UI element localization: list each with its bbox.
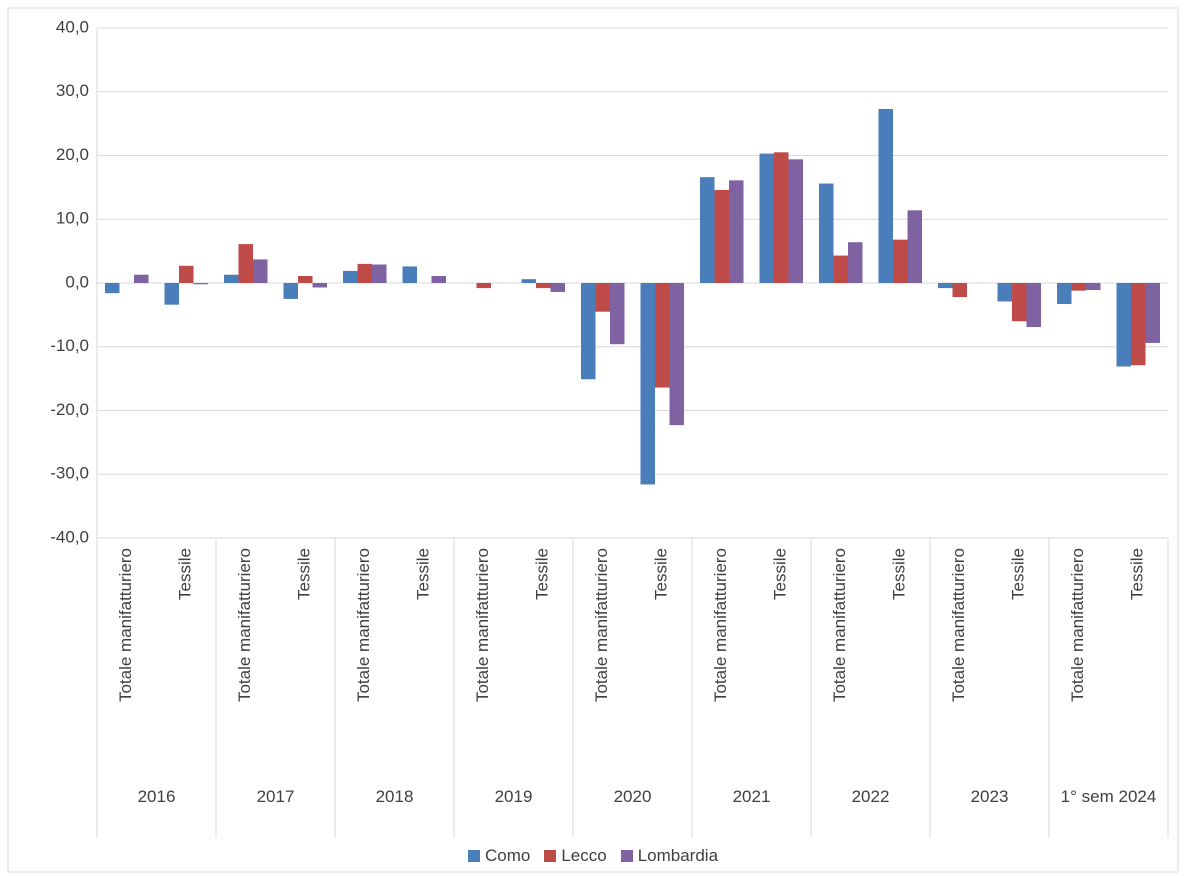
x-tick-label: Totale manifatturiero [473, 548, 492, 702]
legend-item: Lombardia [620, 846, 719, 866]
bar [878, 108, 893, 284]
x-tick-label: Tessile [890, 548, 909, 600]
x-tick-label: Totale manifatturiero [354, 548, 373, 702]
y-tick-label: -30,0 [50, 464, 89, 483]
group-label: 2019 [494, 787, 533, 806]
bar [402, 266, 417, 283]
bar [134, 274, 149, 283]
legend-swatch [544, 850, 557, 862]
bar [476, 283, 491, 289]
x-tick-label: Totale manifatturiero [116, 548, 135, 702]
bar [1012, 283, 1027, 322]
legend-item: Lecco [544, 846, 607, 866]
group-label: 2022 [851, 787, 890, 806]
legend-swatch [467, 850, 480, 862]
bar [848, 242, 863, 283]
bar [253, 259, 268, 283]
bar [283, 283, 298, 299]
bar [669, 283, 684, 426]
chart-border [7, 7, 1179, 873]
bar [938, 283, 953, 289]
y-tick-label: -10,0 [50, 336, 89, 355]
bar [179, 265, 194, 283]
group-label: 1° sem 2024 [1060, 787, 1157, 806]
bar [774, 152, 789, 283]
bar [893, 239, 908, 283]
y-tick-label: 40,0 [56, 17, 89, 36]
bar [729, 180, 744, 283]
y-tick-label: 20,0 [56, 145, 89, 164]
bar [610, 283, 625, 345]
bar [521, 279, 536, 283]
x-tick-label: Tessile [414, 548, 433, 600]
bar [595, 283, 610, 312]
bar [343, 270, 358, 283]
x-tick-label: Tessile [771, 548, 790, 600]
group-label: 2016 [137, 787, 176, 806]
y-tick-label: 10,0 [56, 209, 89, 228]
bar [655, 283, 670, 388]
bar [550, 283, 565, 292]
y-tick-label: 0,0 [65, 272, 89, 291]
bar [640, 283, 655, 485]
x-tick-label: Tessile [652, 548, 671, 600]
bar [759, 153, 774, 283]
y-tick-label: -20,0 [50, 400, 89, 419]
x-tick-label: Tessile [295, 548, 314, 600]
x-tick-label: Totale manifatturiero [711, 548, 730, 702]
legend-swatch [620, 850, 633, 862]
bar [581, 283, 596, 380]
x-tick-label: Tessile [1009, 548, 1028, 600]
bar [1071, 283, 1086, 291]
bar [1116, 283, 1131, 367]
bar [238, 244, 253, 283]
bar [372, 264, 387, 283]
legend-item: Como [467, 846, 531, 866]
legend-label: Lecco [561, 846, 607, 865]
group-label: 2021 [732, 787, 771, 806]
bar [1057, 283, 1072, 305]
bar [536, 283, 551, 289]
x-tick-label: Totale manifatturiero [592, 548, 611, 702]
bar [193, 283, 208, 285]
x-tick-label: Totale manifatturiero [949, 548, 968, 702]
bar [1086, 283, 1101, 291]
bar [700, 177, 715, 283]
bar [224, 274, 239, 283]
x-tick-label: Totale manifatturiero [235, 548, 254, 702]
bar [788, 159, 803, 283]
group-label: 2020 [613, 787, 652, 806]
bar [164, 283, 179, 305]
bar [1131, 283, 1146, 366]
bar [1026, 283, 1041, 327]
legend: Como Lecco Lombardia [0, 846, 1186, 866]
bar [431, 275, 446, 283]
legend-label: Como [484, 846, 531, 865]
bar [357, 263, 372, 283]
x-tick-label: Tessile [533, 548, 552, 600]
bar [907, 210, 922, 283]
bar [833, 255, 848, 283]
x-tick-label: Tessile [176, 548, 195, 600]
bar [1145, 283, 1160, 343]
bar [819, 183, 834, 283]
bar [714, 189, 729, 283]
x-tick-label: Tessile [1128, 548, 1147, 600]
bar [105, 283, 120, 294]
bar [298, 275, 313, 283]
bar [997, 283, 1012, 302]
bar [952, 283, 967, 298]
group-label: 2018 [375, 787, 414, 806]
x-tick-label: Totale manifatturiero [1068, 548, 1087, 702]
group-label: 2017 [256, 787, 295, 806]
bar [312, 283, 327, 288]
legend-label: Lombardia [637, 846, 719, 865]
y-tick-label: -40,0 [50, 527, 89, 546]
x-tick-label: Totale manifatturiero [830, 548, 849, 702]
group-label: 2023 [970, 787, 1009, 806]
y-tick-label: 30,0 [56, 81, 89, 100]
